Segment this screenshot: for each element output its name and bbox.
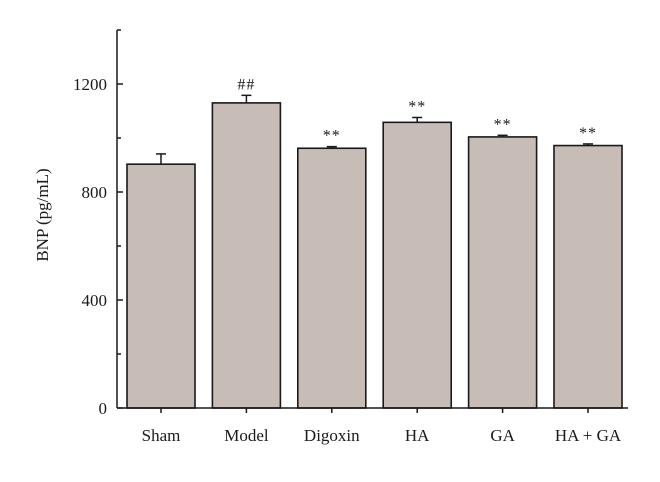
significance-label: ** [408, 98, 426, 115]
bar [553, 144, 623, 409]
y-axis-title: BNP (pg/mL) [33, 168, 52, 261]
x-category-label: Model [224, 426, 269, 445]
y-tick-label: 1200 [73, 75, 107, 94]
significance-label: ## [237, 76, 255, 93]
bar [126, 163, 196, 409]
error-bars-layer [156, 94, 593, 165]
y-tick-label: 0 [99, 399, 108, 418]
significance-label: ** [494, 116, 512, 133]
significance-labels-layer: ## ** ** ** ** [237, 76, 597, 145]
y-tick-label: 400 [82, 291, 108, 310]
x-category-label: GA [490, 426, 515, 445]
y-ticks-layer: 0 400 800 1200 [73, 29, 123, 418]
x-category-labels-layer: Sham Model Digoxin HA GA HA + GA [142, 408, 622, 445]
y-tick-label: 800 [82, 183, 108, 202]
bars-layer [126, 102, 623, 409]
x-category-label: HA + GA [555, 426, 622, 445]
x-category-label: Digoxin [304, 426, 360, 445]
bar [382, 121, 453, 409]
x-category-label: HA [405, 426, 430, 445]
bar [211, 102, 282, 409]
bar [296, 147, 367, 409]
axes-layer [116, 30, 628, 409]
x-category-label: Sham [142, 426, 181, 445]
significance-label: ** [579, 125, 597, 142]
bar [467, 136, 538, 409]
significance-label: ** [323, 128, 341, 145]
